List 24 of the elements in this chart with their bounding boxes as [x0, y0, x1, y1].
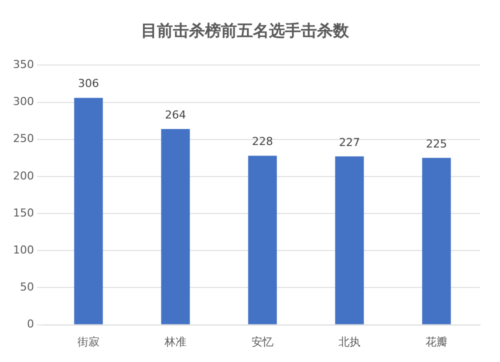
y-tick-label: 350	[12, 58, 34, 72]
x-tick-label: 北执	[338, 335, 360, 348]
data-label: 228	[252, 135, 273, 148]
y-tick-label: 300	[12, 95, 34, 108]
bar	[422, 158, 451, 324]
data-label: 227	[339, 136, 360, 149]
y-tick-label: 250	[12, 132, 34, 146]
bar	[74, 98, 103, 324]
x-tick-label: 花瓣	[426, 335, 448, 348]
data-label: 306	[78, 77, 99, 90]
x-tick-label: 街寂	[77, 335, 100, 348]
y-tick-label: 50	[20, 280, 34, 294]
x-tick-label: 林准	[163, 335, 186, 348]
data-label: 264	[164, 108, 186, 122]
bar	[248, 156, 277, 324]
data-label: 225	[426, 137, 447, 150]
y-tick-label: 0	[26, 318, 34, 331]
chart-title: 目前击杀榜前五名选手击杀数	[141, 20, 350, 40]
y-tick-label: 100	[12, 243, 34, 256]
bar	[161, 128, 190, 324]
x-tick-label: 安忆	[252, 335, 274, 348]
y-tick-label: 150	[12, 206, 34, 220]
bar	[335, 156, 364, 324]
y-tick-label: 200	[12, 169, 34, 182]
